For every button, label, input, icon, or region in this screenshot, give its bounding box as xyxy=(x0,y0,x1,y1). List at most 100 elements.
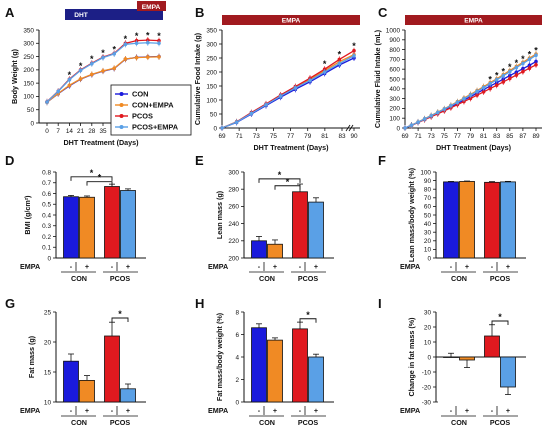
empa-banner xyxy=(137,1,166,11)
data-point xyxy=(157,41,161,46)
data-point xyxy=(442,107,447,111)
significance-star: * xyxy=(124,34,128,44)
empa-row-label: EMPA xyxy=(20,262,40,271)
panel-label-a: A xyxy=(5,5,15,20)
data-point xyxy=(90,72,94,77)
empa-sign: + xyxy=(314,406,318,415)
y-axis-label: Cumulative Food Intake (g) xyxy=(193,32,202,125)
y-tick-label: 200 xyxy=(228,255,239,262)
series-line-pcos xyxy=(221,50,355,129)
y-axis-label: Cumulative Fluid Intake (mL) xyxy=(373,29,382,128)
x-tick-label: 79 xyxy=(467,133,475,140)
y-tick-label: 20 xyxy=(424,324,432,331)
y-tick-label: 0.3 xyxy=(42,223,51,230)
y-tick-label: 350 xyxy=(23,27,34,34)
significance-star: * xyxy=(495,71,499,81)
empa-banner xyxy=(222,15,360,25)
data-point xyxy=(501,80,506,84)
data-point xyxy=(56,89,60,94)
x-tick-label: 21 xyxy=(77,128,85,135)
data-point xyxy=(521,69,525,74)
x-tick-label: 89 xyxy=(532,133,540,140)
x-tick-label: 69 xyxy=(401,133,409,140)
bar xyxy=(63,360,79,403)
y-tick-label: 20 xyxy=(44,339,52,346)
y-tick-label: 100 xyxy=(23,94,34,101)
empa-sign: + xyxy=(85,406,89,415)
x-tick-label: 81 xyxy=(480,133,488,140)
bar xyxy=(104,335,120,403)
empa-sign: - xyxy=(70,262,73,271)
y-tick-label: 25 xyxy=(44,309,52,316)
bar xyxy=(500,181,516,259)
significance-star: * xyxy=(534,46,538,56)
x-tick-label: 83 xyxy=(338,133,346,140)
data-point xyxy=(67,83,72,88)
empa-sign: - xyxy=(258,406,261,415)
empa-sign: + xyxy=(126,262,130,271)
group-label-pcos: PCOS xyxy=(298,274,319,283)
data-point xyxy=(488,81,492,86)
x-tick-label: 7 xyxy=(56,128,60,135)
data-point xyxy=(475,93,479,97)
group-label-pcos: PCOS xyxy=(490,418,511,427)
data-point xyxy=(67,77,72,82)
data-point xyxy=(90,61,94,66)
x-tick-label: 35 xyxy=(99,128,107,135)
panel-label-f: F xyxy=(378,153,386,168)
x-tick-label: 28 xyxy=(88,128,96,135)
legend-swatch-marker xyxy=(119,125,124,129)
data-point xyxy=(481,85,486,90)
bar xyxy=(79,196,95,259)
x-tick-label: 75 xyxy=(270,133,278,140)
empa-sign: - xyxy=(299,406,302,415)
x-tick-label: 75 xyxy=(441,133,449,140)
y-tick-label: 150 xyxy=(206,83,217,90)
data-point xyxy=(468,93,473,97)
significance-bracket xyxy=(258,178,301,183)
legend-swatch-marker xyxy=(119,114,124,118)
bar xyxy=(484,181,500,259)
data-point xyxy=(134,41,139,46)
y-tick-label: 0.2 xyxy=(42,234,51,241)
empa-sign: + xyxy=(273,406,277,415)
y-axis-label: Lean mass/body weight (%) xyxy=(407,167,416,262)
y-tick-label: 0 xyxy=(213,125,217,132)
significance-bracket xyxy=(70,176,113,181)
panel-label-b: B xyxy=(195,5,204,20)
data-point xyxy=(146,40,150,45)
x-tick-label: 90 xyxy=(350,133,358,140)
empa-sign: - xyxy=(299,262,302,271)
significance-star: * xyxy=(286,177,290,187)
bar xyxy=(459,356,475,361)
data-point xyxy=(264,102,268,107)
y-tick-label: 350 xyxy=(206,27,217,34)
bar xyxy=(251,327,267,403)
x-tick-label: 73 xyxy=(428,133,436,140)
empa-row-label: EMPA xyxy=(400,262,420,271)
x-tick-label: 0 xyxy=(45,128,49,135)
bar xyxy=(308,356,324,403)
significance-star: * xyxy=(90,54,94,64)
bar xyxy=(120,388,136,403)
y-tick-label: 15 xyxy=(44,369,52,376)
y-tick-label: 90 xyxy=(424,178,432,185)
x-tick-label: 83 xyxy=(493,133,501,140)
legend-item-pcos-empa: PCOS+EMPA xyxy=(132,123,179,132)
empa-banner-text: EMPA xyxy=(142,4,161,11)
axis-break-mark xyxy=(345,124,351,132)
significance-star: * xyxy=(501,66,505,76)
y-tick-label: 50 xyxy=(424,212,432,219)
bar xyxy=(308,201,324,259)
y-tick-label: 900 xyxy=(389,37,400,44)
data-point xyxy=(521,61,525,66)
empa-sign: + xyxy=(506,262,510,271)
empa-row-label: EMPA xyxy=(20,406,40,415)
y-tick-label: 100 xyxy=(206,97,217,104)
significance-star: * xyxy=(118,309,122,319)
y-tick-label: 500 xyxy=(389,76,400,83)
x-tick-label: 81 xyxy=(321,133,329,140)
data-point xyxy=(527,66,532,71)
y-axis-label: BMI (g/cm²) xyxy=(23,195,32,235)
group-label-pcos: PCOS xyxy=(298,418,319,427)
